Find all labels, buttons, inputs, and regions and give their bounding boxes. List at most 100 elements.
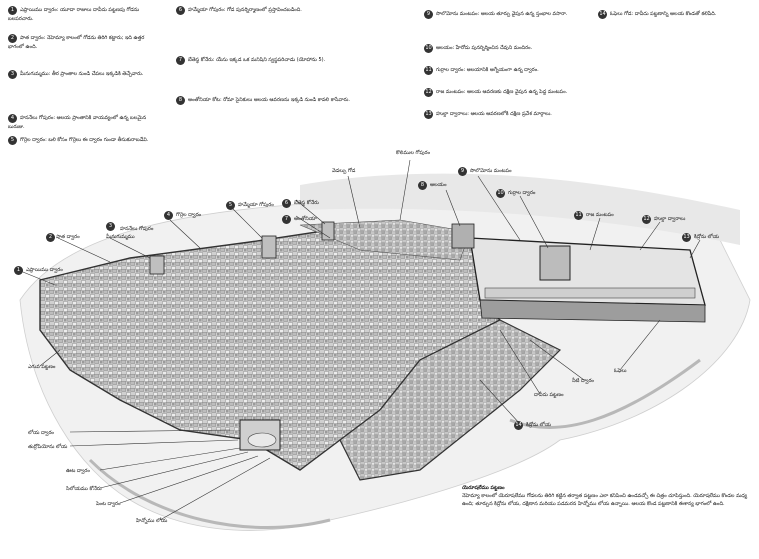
note-text: హననేలు గోపురం: ఆలయ ప్రాంతానికి వాయవ్యంలో… (8, 115, 147, 130)
label-horse-gate: గుర్రాల ద్వారం (508, 190, 536, 196)
note-number: 13 (424, 110, 433, 119)
label-valley-gate: లోయ ద్వారం (28, 430, 54, 436)
note-3: 3 మీనుగుమ్మము: తీర ప్రాంతాల నుండి చేపలు ఇ… (8, 70, 158, 79)
note-number: 12 (424, 88, 433, 97)
label-tyropoeon: తుర్రోపియోను లోయ (28, 444, 68, 450)
label-furnace-tower: కొలిముల గోపురం (396, 150, 430, 156)
leader-lines (17, 159, 701, 521)
marker-2: 2 (46, 233, 55, 242)
royal-porch (484, 287, 696, 299)
note-11: 11 గుర్రాల ద్వారం: ఆలయానికి ఆగ్నేయంగా ఉన్… (424, 66, 589, 75)
note-number: 7 (176, 56, 185, 65)
note-number: 4 (8, 114, 17, 123)
note-number: 3 (8, 70, 17, 79)
hammeah-tower (321, 221, 335, 241)
note-7: 7 బేతెస్థ కోనేరు: యేసు ఇక్కడ ఒక మనిషిని స… (176, 56, 416, 65)
label-hinnom: హిన్నోము లోయ (136, 518, 168, 524)
note-2: 2 పాత ద్వారం: నెహెమ్యా కాలంలో గోడను తిరిగ… (8, 34, 158, 51)
label-upper-city: ఎగువ పట్టణం (28, 364, 56, 370)
marker-5: 5 (226, 201, 235, 210)
note-13: 13 హుల్దా ద్వారాలు: ఆలయ ఆవరణలోకి దక్షిణ ప… (424, 110, 589, 119)
label-huldah-gates: హుల్దా ద్వారాలు (654, 216, 686, 222)
label-kidron: కిద్రోను లోయ (694, 234, 720, 240)
note-number: 11 (424, 66, 433, 75)
temple-building (539, 245, 571, 281)
label-hammeah-tower: హమ్మేయా గోపురం (238, 202, 274, 208)
marker-13: 13 (682, 233, 691, 242)
marker-4: 4 (164, 211, 173, 220)
marker-8: 8 (418, 181, 427, 190)
marker-6: 6 (282, 199, 291, 208)
label-bethesda: బేతెస్థ కోనేరు (294, 200, 319, 206)
hinnom-valley (88, 458, 331, 529)
note-text: మీనుగుమ్మము: తీర ప్రాంతాల నుండి చేపలు ఇక… (20, 71, 144, 77)
label-fish-gate: మీనుగుమ్మము (106, 234, 135, 240)
note-6: 6 హమ్మేయా గోపురం: గోడ పునర్నిర్మాణంలో ప్ర… (176, 6, 416, 15)
marker-3: 3 (106, 222, 115, 231)
city-of-david (339, 319, 562, 481)
antonia-fortress (451, 223, 475, 249)
note-text: ఆలయం: హేరోదు పునర్నిర్మించిన దేవుని మంది… (436, 45, 533, 51)
note-number: 8 (176, 96, 185, 105)
note-5: 5 గొర్రెల ద్వారం: బలి కోసం గొర్రెలు ఈ ద్వ… (8, 136, 158, 145)
label-fountain-gate: ఊట ద్వారం (66, 468, 90, 474)
note-12: 12 రాజ మంటపం: ఆలయ ఆవరణకు దక్షిణ వైపున ఉన్… (424, 88, 589, 97)
note-text: హమ్మేయా గోపురం: గోడ పునర్నిర్మాణంలో ప్రస… (188, 7, 302, 13)
note-number: 6 (176, 6, 185, 15)
label-ephraim-gate: ఎఫ్రాయిము ద్వారం (26, 267, 63, 273)
note-10: 10 ఆలయం: హేరోదు పునర్నిర్మించిన దేవుని మం… (424, 44, 589, 53)
note-8: 8 ఆంతోనియా కోట: రోమా సైనికులు ఆలయ ఆవరణను … (176, 96, 416, 105)
note-text: గుర్రాల ద్వారం: ఆలయానికి ఆగ్నేయంగా ఉన్న … (436, 67, 539, 73)
label-city-of-david: దావీదు పట్టణం (534, 392, 564, 398)
marker-7: 7 (282, 215, 291, 224)
marker-11: 11 (574, 211, 583, 220)
note-4: 4 హననేలు గోపురం: ఆలయ ప్రాంతానికి వాయవ్యంల… (8, 114, 158, 131)
far-hills (300, 173, 740, 245)
kidron-valley (509, 358, 701, 429)
label-dung-gate: పెంట ద్వారం (96, 501, 121, 507)
label-solomon-porch: సొలొమోను మంటపం (470, 168, 512, 174)
temple-platform-front (479, 299, 706, 323)
label-ophel: ఓఫెలు (614, 368, 627, 374)
label-sheep-gate: గొర్రెల ద్వారం (176, 212, 202, 218)
hananel-tower (261, 235, 277, 259)
note-text: బేతెస్థ కోనేరు: యేసు ఇక్కడ ఒక మనిషిని స్… (188, 57, 326, 63)
note-number: 9 (424, 10, 433, 19)
note-text: సొలొమోను మంటపం: ఆలయ తూర్పు వైపున ఉన్న స్… (436, 11, 568, 17)
marker-14: 14 (514, 421, 523, 430)
note-text: గొర్రెల ద్వారం: బలి కోసం గొర్రెలు ఈ ద్వా… (20, 137, 149, 143)
note-text: పాత ద్వారం: నెహెమ్యా కాలంలో గోడను తిరిగి… (8, 35, 145, 50)
note-9: 9 సొలొమోను మంటపం: ఆలయ తూర్పు వైపున ఉన్న స… (424, 10, 589, 19)
note-number: 5 (8, 136, 17, 145)
label-kidron-lower: కిద్రోను లోయ (526, 422, 552, 428)
label-siloam: సిలోయము కోనేరు (66, 486, 102, 492)
note-text: హుల్దా ద్వారాలు: ఆలయ ఆవరణలోకి దక్షిణ ప్ర… (436, 111, 552, 117)
note-14: 14 ఓఫెలు గోడ: దావీదు పట్టణాన్ని ఆలయ కొండత… (598, 10, 753, 19)
note-number: 1 (8, 6, 17, 15)
note-1: 1 ఎఫ్రాయిము ద్వారం: యూదా రాజులు దావీదు పట… (8, 6, 158, 23)
siloam-pool (247, 432, 277, 448)
caption-title: యెరూషలేము పట్టణం (462, 485, 505, 491)
marker-9: 9 (458, 167, 467, 176)
caption: యెరూషలేము పట్టణం నెహెమ్యా కాలంలో యెరూషలే… (462, 484, 752, 508)
label-royal-porch: రాజ మంటపం (586, 212, 614, 218)
label-antonia: ఆంతోనియా (294, 216, 317, 222)
note-text: ఓఫెలు గోడ: దావీదు పట్టణాన్ని ఆలయ కొండతో … (610, 11, 717, 17)
west-tower (149, 255, 165, 275)
note-text: ఆంతోనియా కోట: రోమా సైనికులు ఆలయ ఆవరణను ఇ… (188, 97, 350, 103)
label-water-gate: నీటి ద్వారం (572, 378, 594, 384)
label-temple: ఆలయం (430, 182, 447, 188)
label-hananel-tower: హననేలు గోపురం (120, 226, 154, 232)
note-text: ఎఫ్రాయిము ద్వారం: యూదా రాజులు దావీదు పట్… (8, 7, 140, 22)
marker-1: 1 (14, 266, 23, 275)
marker-10: 10 (496, 189, 505, 198)
caption-text: నెహెమ్యా కాలంలో యెరూషలేము గోడలను తిరిగి … (462, 493, 748, 507)
marker-12: 12 (642, 215, 651, 224)
label-old-gate: పాత ద్వారం (56, 234, 80, 240)
note-number: 2 (8, 34, 17, 43)
note-text: రాజ మంటపం: ఆలయ ఆవరణకు దక్షిణ వైపున ఉన్న … (436, 89, 568, 95)
label-broad-wall: వెడల్పు గోడ (332, 168, 356, 174)
note-number: 14 (598, 10, 607, 19)
note-number: 10 (424, 44, 433, 53)
